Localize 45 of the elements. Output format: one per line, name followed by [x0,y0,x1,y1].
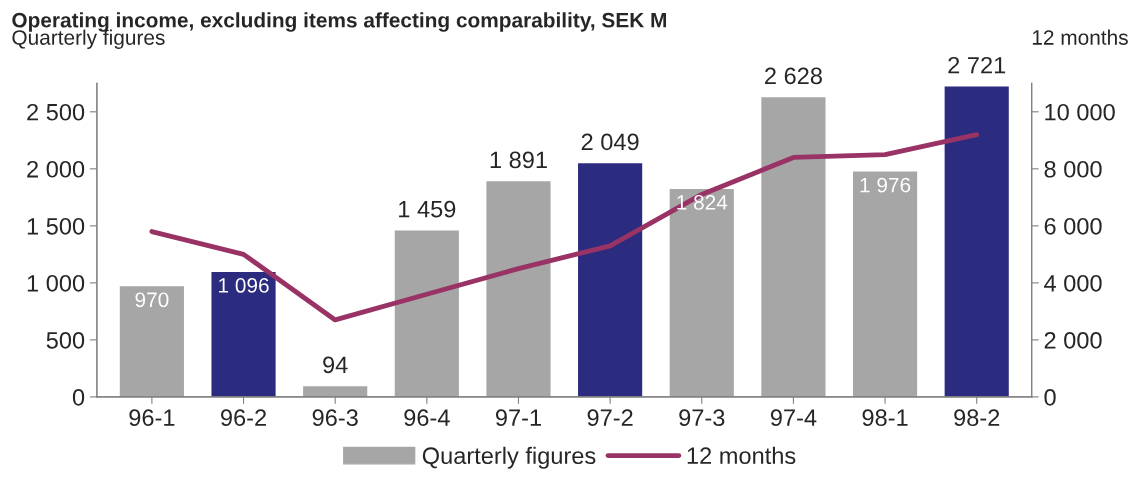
y-tick-label: 0 [72,388,85,406]
data-label: 970 [135,292,169,308]
y2-axis-title: 12 months [1032,29,1128,45]
x-tick-label: 98-2 [954,409,1000,427]
x-tick-label: 97-1 [495,409,541,427]
y2-tick-label: 10 000 [1045,103,1115,121]
y-tick-label: 2 000 [27,160,85,178]
bar [211,271,276,397]
bar [761,97,826,397]
bar [669,188,734,397]
y2-tick-label: 2 000 [1044,331,1102,349]
y2-tick-label: 8 000 [1044,160,1102,178]
bar [852,171,918,397]
data-label: 94 [323,356,348,374]
bar [303,386,368,397]
x-tick-label: 96-3 [312,409,358,427]
legend-label: 12 months [687,446,796,465]
bar [486,181,551,397]
y-tick-label: 1 000 [27,274,85,292]
bar [394,230,459,397]
data-label: 1 824 [677,195,728,210]
x-tick-label: 97-3 [679,409,725,427]
data-label: 2 721 [948,56,1006,74]
y-tick-label: 1 500 [27,217,85,235]
y-tick-label: 2 500 [27,103,85,121]
data-label: 2 049 [581,133,639,151]
bar [578,163,643,397]
x-tick-label: 98-1 [862,409,908,427]
x-tick-label: 97-4 [770,409,817,427]
data-label: 1 096 [219,278,269,293]
legend-label: Quarterly figures [422,446,596,469]
y2-tick-label: 6 000 [1044,217,1102,235]
x-tick-label: 96-4 [404,409,450,427]
data-label: 1 976 [860,177,911,193]
x-tick-label: 97-2 [587,409,633,427]
data-label: 1 459 [399,200,456,218]
data-label: 2 628 [765,67,822,85]
y-tick-label: 500 [46,331,85,349]
y2-tick-label: 0 [1044,388,1056,406]
x-tick-label: 96-1 [129,409,175,427]
y2-tick-label: 4 000 [1044,274,1102,292]
bar [944,86,1009,397]
x-tick-label: 96-2 [221,409,266,427]
data-label: 1 891 [490,151,547,169]
bar [119,286,184,397]
